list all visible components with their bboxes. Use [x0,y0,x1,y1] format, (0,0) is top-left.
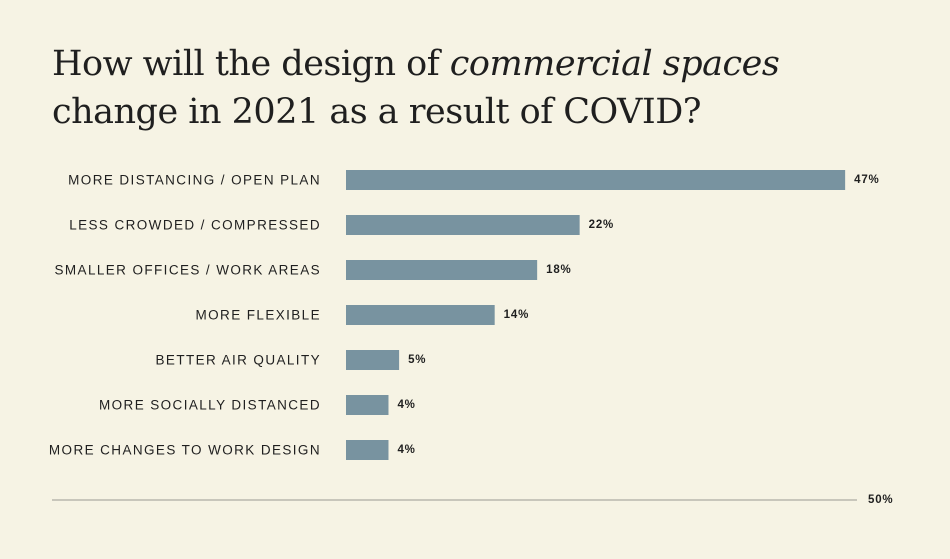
value-label: 22% [589,219,614,231]
bar [346,350,400,370]
value-label: 4% [397,444,415,456]
title-emphasis: commercial spaces [449,44,780,84]
bar [346,440,389,460]
value-label: 47% [854,174,879,186]
title-text-part1: How will the design of [52,44,450,84]
category-label: LESS CROWDED / COMPRESSED [69,218,321,233]
x-axis-max-label: 50% [868,494,893,506]
value-label: 5% [408,354,426,366]
bar [346,305,495,325]
category-label: MORE CHANGES TO WORK DESIGN [49,443,321,458]
category-label: MORE FLEXIBLE [196,308,321,323]
value-label: 14% [504,309,529,321]
chart-title: How will the design of commercial spaces… [52,40,780,136]
bar [346,170,846,190]
bar [346,215,580,235]
value-label: 18% [546,264,571,276]
category-label: SMALLER OFFICES / WORK AREAS [55,263,322,278]
category-label: BETTER AIR QUALITY [156,353,321,368]
category-label: MORE DISTANCING / OPEN PLAN [68,173,321,188]
bars-group: MORE DISTANCING / OPEN PLAN 47% LESS CROWD… [49,170,879,460]
bar [346,395,389,415]
category-label: MORE SOCIALLY DISTANCED [99,398,321,413]
title-line-1: How will the design of commercial spaces [52,40,780,88]
value-label: 4% [397,399,415,411]
bar [346,260,538,280]
title-line-2: change in 2021 as a result of COVID? [52,92,702,132]
